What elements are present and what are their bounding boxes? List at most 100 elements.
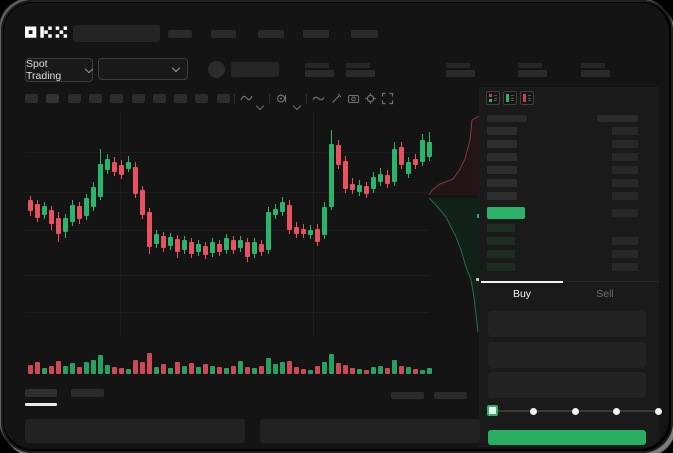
bottom-tab-placeholder[interactable] <box>71 389 104 397</box>
book-asks-only-icon[interactable] <box>520 91 534 105</box>
timeframe-button-placeholder[interactable] <box>110 94 124 103</box>
volume-bar <box>126 369 131 374</box>
candle-body <box>84 198 89 216</box>
slider-stop[interactable] <box>613 407 620 415</box>
candle-body <box>315 229 320 242</box>
nav-menu-item-placeholder[interactable] <box>351 30 378 38</box>
volume-bar <box>336 363 341 374</box>
settings-icon[interactable] <box>364 92 377 105</box>
volume-bar <box>189 363 194 374</box>
bid-amount-placeholder <box>612 250 638 258</box>
volume-bar <box>280 362 285 374</box>
slider-stop[interactable] <box>530 407 537 415</box>
volume-bar <box>168 368 173 374</box>
candle-body <box>126 162 131 169</box>
price-input[interactable] <box>488 311 646 337</box>
candle-body <box>217 244 222 252</box>
candle-body <box>287 205 292 230</box>
candle-body <box>420 140 425 162</box>
wave-icon[interactable] <box>312 92 325 105</box>
volume-bar <box>49 366 54 374</box>
amount-input[interactable] <box>488 342 646 368</box>
pair-name-placeholder <box>231 62 279 77</box>
nav-menu-item-placeholder[interactable] <box>168 30 192 38</box>
timeframe-button-placeholder[interactable] <box>131 94 145 103</box>
volume-bar <box>378 366 383 374</box>
ticker-stat-value-placeholder <box>346 70 375 77</box>
candle-body <box>98 164 103 197</box>
candle-body <box>133 167 138 194</box>
nav-menu-item-placeholder[interactable] <box>211 30 236 38</box>
market-type-dropdown[interactable]: Spot Trading <box>25 58 94 82</box>
timeframe-button-placeholder[interactable] <box>174 94 188 103</box>
candle-body <box>357 185 362 192</box>
nav-search-placeholder[interactable] <box>73 25 160 42</box>
orderbook-last-price <box>487 207 525 219</box>
slider-stop[interactable] <box>571 407 579 415</box>
timeframe-button-placeholder[interactable] <box>67 94 81 103</box>
bottom-tab-active-placeholder[interactable] <box>25 389 57 397</box>
candle-body <box>259 244 264 252</box>
candle-body <box>399 147 404 165</box>
timeframe-button-placeholder[interactable] <box>46 94 60 103</box>
pair-search-dropdown[interactable] <box>98 58 188 80</box>
slider-handle[interactable] <box>486 405 498 416</box>
buy-submit-button[interactable] <box>488 430 646 445</box>
total-input[interactable] <box>488 372 646 398</box>
volume-bar <box>175 362 180 374</box>
camera-icon[interactable] <box>347 92 360 105</box>
line-style-icon[interactable] <box>240 92 253 105</box>
volume-bar <box>420 370 425 374</box>
volume-bar <box>140 362 145 374</box>
volume-bar <box>231 366 236 374</box>
candle-body <box>371 177 376 189</box>
timeframe-button-placeholder[interactable] <box>25 94 38 103</box>
volume-bar <box>385 368 390 374</box>
volume-bar <box>196 367 201 374</box>
candle-body <box>406 162 411 174</box>
draw-icon[interactable] <box>330 92 343 105</box>
tab-buy[interactable]: Buy <box>512 288 532 300</box>
candlestick-chart[interactable] <box>25 112 432 337</box>
candle-body <box>56 218 61 234</box>
volume-bar <box>266 358 271 374</box>
book-asks-bids-icon[interactable] <box>486 91 500 105</box>
candle-body <box>280 202 285 212</box>
gridline <box>25 275 428 276</box>
candle-body <box>252 242 257 254</box>
book-bids-only-icon[interactable] <box>503 91 517 105</box>
bid-price-placeholder <box>487 263 515 271</box>
volume-bar <box>42 368 47 374</box>
ticker-stat-label-placeholder <box>346 63 370 68</box>
volume-bar <box>371 367 376 374</box>
timeframe-button-placeholder[interactable] <box>152 94 166 103</box>
tab-sell[interactable]: Sell <box>596 288 614 300</box>
timeframe-button-placeholder[interactable] <box>216 94 230 103</box>
volume-bar <box>406 367 411 374</box>
slider-stop[interactable] <box>654 407 662 415</box>
bottom-tab-underline <box>25 403 57 406</box>
fullscreen-icon[interactable] <box>381 92 394 105</box>
nav-menu-item-placeholder[interactable] <box>258 30 284 38</box>
volume-bar <box>182 366 187 374</box>
indicators-icon[interactable] <box>276 92 289 105</box>
candle-body <box>91 187 96 207</box>
bottom-action-placeholder[interactable] <box>434 392 467 399</box>
volume-bar <box>392 360 397 374</box>
volume-bar <box>343 365 348 374</box>
divider <box>269 94 270 104</box>
candle-body <box>119 165 124 175</box>
okx-logo-icon[interactable] <box>25 26 67 39</box>
nav-menu-item-placeholder[interactable] <box>303 30 329 38</box>
candle-body <box>350 184 355 190</box>
timeframe-button-placeholder[interactable] <box>195 94 209 103</box>
volume-bar <box>133 360 138 374</box>
candle-body <box>210 242 215 253</box>
app-window: Spot Trading <box>3 2 669 449</box>
timeframe-button-placeholder[interactable] <box>88 94 102 103</box>
ticker-stat-value-placeholder <box>581 70 610 77</box>
bottom-action-placeholder[interactable] <box>391 392 424 399</box>
coin-avatar <box>208 61 225 78</box>
open-orders-panel-placeholder <box>25 419 245 443</box>
candle-body <box>427 142 432 157</box>
